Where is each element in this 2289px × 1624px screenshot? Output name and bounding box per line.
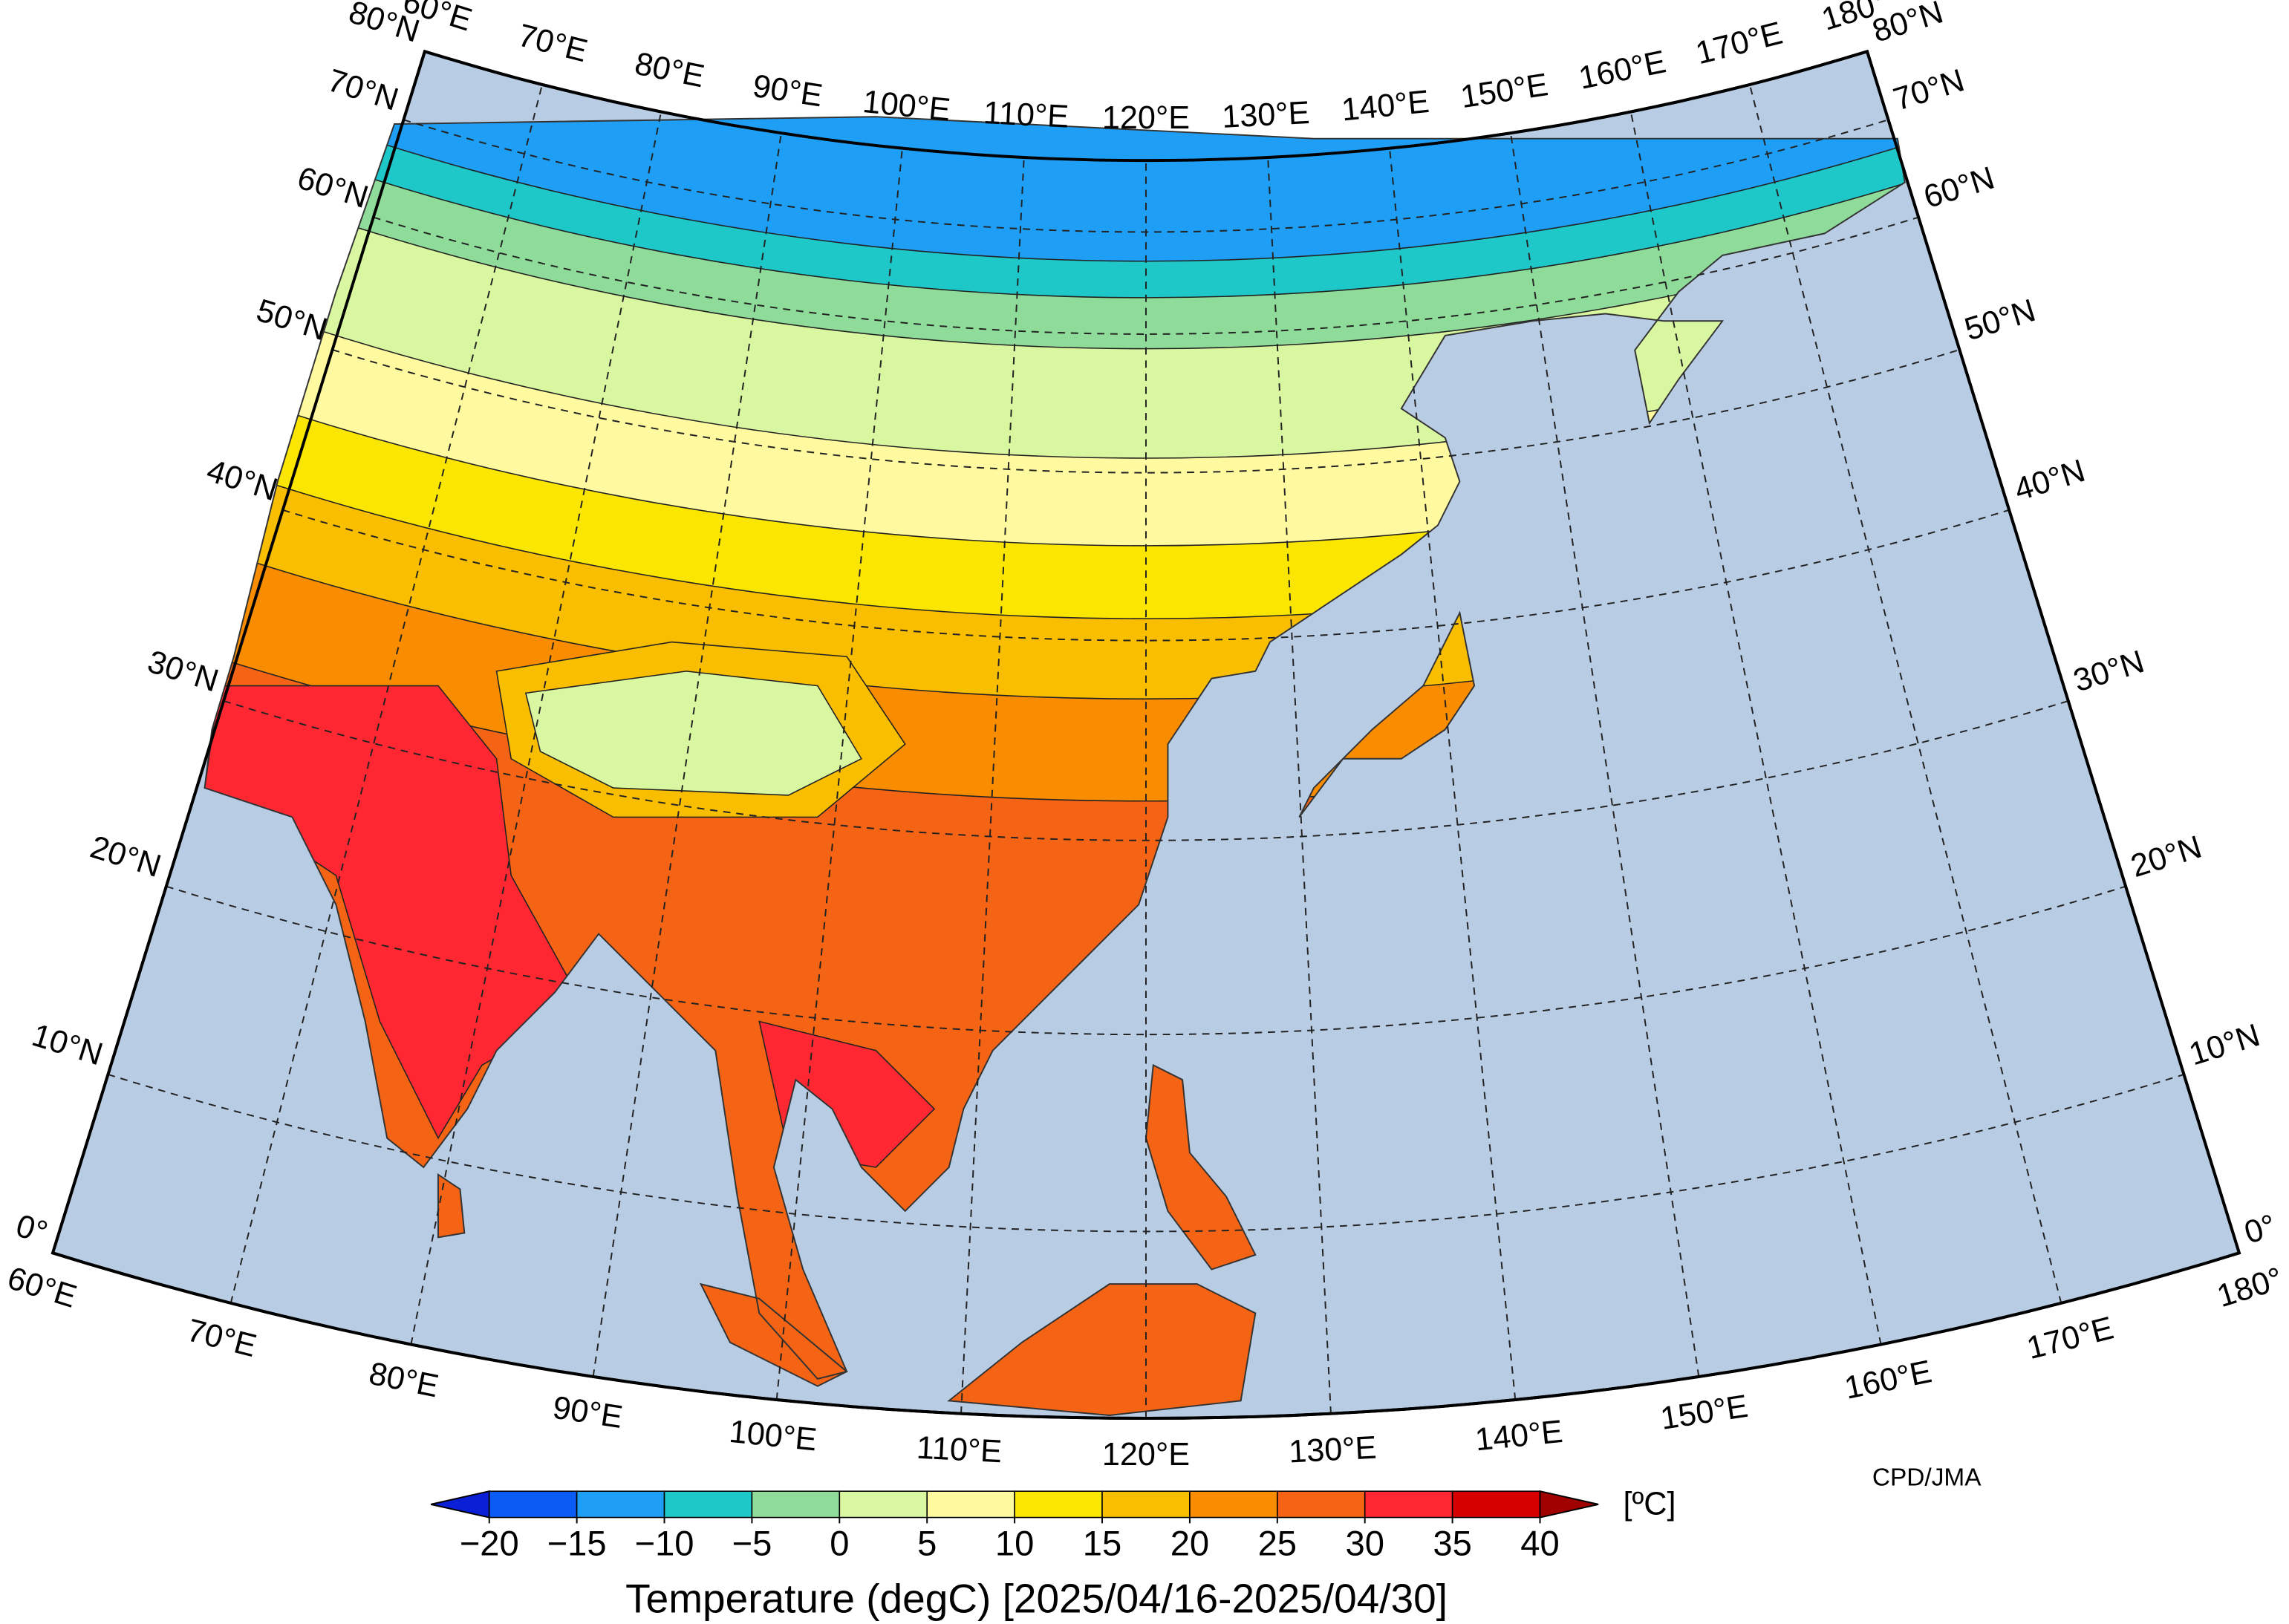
parallel xyxy=(282,509,2010,642)
colorbar-segment xyxy=(488,1490,578,1519)
bottom-longitude-label: 60°E xyxy=(3,1260,80,1315)
colorbar-extend-low xyxy=(430,1490,490,1519)
colorbar-segment xyxy=(751,1490,841,1519)
colorbar-tick-label: 35 xyxy=(1433,1524,1471,1563)
right-latitude-label: 40°N xyxy=(2010,453,2089,508)
colorbar-segment xyxy=(1451,1490,1541,1519)
temperature-band xyxy=(204,117,1905,619)
top-longitude-label: 120°E xyxy=(1102,100,1190,136)
colorbar-tick-label: −10 xyxy=(635,1524,694,1563)
colorbar-tick-label: −15 xyxy=(547,1524,607,1563)
bottom-longitude-label: 100°E xyxy=(728,1414,818,1458)
colorbar-tick-label: 5 xyxy=(917,1524,937,1563)
colorbar-tick-label: 30 xyxy=(1345,1524,1384,1563)
credit: CPD/JMA xyxy=(1872,1464,1982,1491)
colorbar-segment xyxy=(926,1490,1015,1519)
colorbar-tick-label: 15 xyxy=(1083,1524,1121,1563)
colorbar-tick-label: 10 xyxy=(995,1524,1034,1563)
parallel xyxy=(223,700,2069,841)
colorbar-tick-label: −5 xyxy=(732,1524,772,1563)
colorbar-extend-high xyxy=(1539,1490,1599,1519)
bottom-longitude-label: 90°E xyxy=(550,1390,625,1436)
colorbar-segment xyxy=(1189,1490,1278,1519)
colorbar-segment xyxy=(576,1490,665,1519)
colorbar-tick-label: 0 xyxy=(830,1524,849,1563)
right-latitude-label: 70°N xyxy=(1889,62,1968,117)
top-longitude-label: 100°E xyxy=(861,84,951,128)
top-longitude-label: 70°E xyxy=(515,18,591,70)
right-latitude-label: 10°N xyxy=(2185,1017,2264,1072)
bottom-longitude-label: 150°E xyxy=(1658,1389,1751,1437)
left-latitude-label: 70°N xyxy=(324,62,403,117)
graticule xyxy=(108,84,2184,1418)
left-latitude-label: 60°N xyxy=(293,160,372,215)
temperature-region xyxy=(524,671,862,796)
top-longitude-label: 90°E xyxy=(750,68,824,114)
left-latitude-label: 40°N xyxy=(203,453,281,508)
right-latitude-label: 0° xyxy=(2240,1208,2280,1251)
right-latitude-label: 30°N xyxy=(2069,644,2148,699)
colorbar-segment xyxy=(1014,1490,1103,1519)
colorbar-unit: [ºC] xyxy=(1624,1487,1676,1522)
bottom-longitude-label: 120°E xyxy=(1102,1437,1190,1473)
parallel xyxy=(166,885,2126,1036)
bottom-longitude-label: 80°E xyxy=(366,1356,442,1405)
parallel xyxy=(403,119,1889,233)
parallel xyxy=(108,1074,2184,1233)
right-latitude-label: 50°N xyxy=(1961,293,2039,348)
right-latitude-label: 60°N xyxy=(1920,160,1999,215)
left-latitude-label: 30°N xyxy=(143,644,222,699)
temperature-band xyxy=(204,117,1905,700)
top-longitude-label: 140°E xyxy=(1340,84,1430,128)
bottom-longitude-label: 110°E xyxy=(916,1430,1003,1470)
top-longitude-label: 160°E xyxy=(1576,44,1669,97)
colorbar-segment xyxy=(663,1490,753,1519)
left-latitude-label: 50°N xyxy=(253,293,331,348)
colorbar-tick-label: 20 xyxy=(1170,1524,1209,1563)
top-longitude-label: 150°E xyxy=(1458,67,1550,115)
parallel xyxy=(373,216,1919,335)
colorbar-title: Temperature (degC) [2025/04/16-2025/04/3… xyxy=(625,1575,1448,1621)
bottom-longitude-label: 160°E xyxy=(1842,1354,1935,1406)
left-latitude-label: 10°N xyxy=(27,1017,106,1072)
left-latitude-label: 20°N xyxy=(86,829,165,884)
bottom-longitude-label: 140°E xyxy=(1474,1414,1564,1458)
top-longitude-label: 170°E xyxy=(1693,16,1786,72)
colorbar-segment xyxy=(1277,1490,1366,1519)
map-border xyxy=(51,49,2241,1420)
colorbar-tick-label: 25 xyxy=(1258,1524,1297,1563)
colorbar-tick-label: 40 xyxy=(1520,1524,1559,1563)
top-longitude-label: 130°E xyxy=(1221,95,1310,135)
bottom-longitude-label: 130°E xyxy=(1288,1430,1377,1470)
colorbar: −20 −15 −10 −5 0 5 10 15 20 25 30 35 40 xyxy=(430,1490,1599,1563)
right-latitude-label: 20°N xyxy=(2127,829,2206,884)
bottom-longitude-label: 170°E xyxy=(2023,1310,2117,1366)
top-longitude-label: 110°E xyxy=(983,95,1069,135)
colorbar-segment xyxy=(1101,1490,1191,1519)
bottom-longitude-label: 180° xyxy=(2213,1261,2288,1314)
colorbar-tick-label: −20 xyxy=(460,1524,519,1563)
colorbar-segment xyxy=(839,1490,928,1519)
colorbar-segment xyxy=(1364,1490,1453,1519)
bottom-longitude-label: 70°E xyxy=(183,1312,260,1364)
top-longitude-label: 80°E xyxy=(632,46,708,95)
left-latitude-label: 0° xyxy=(12,1208,52,1251)
